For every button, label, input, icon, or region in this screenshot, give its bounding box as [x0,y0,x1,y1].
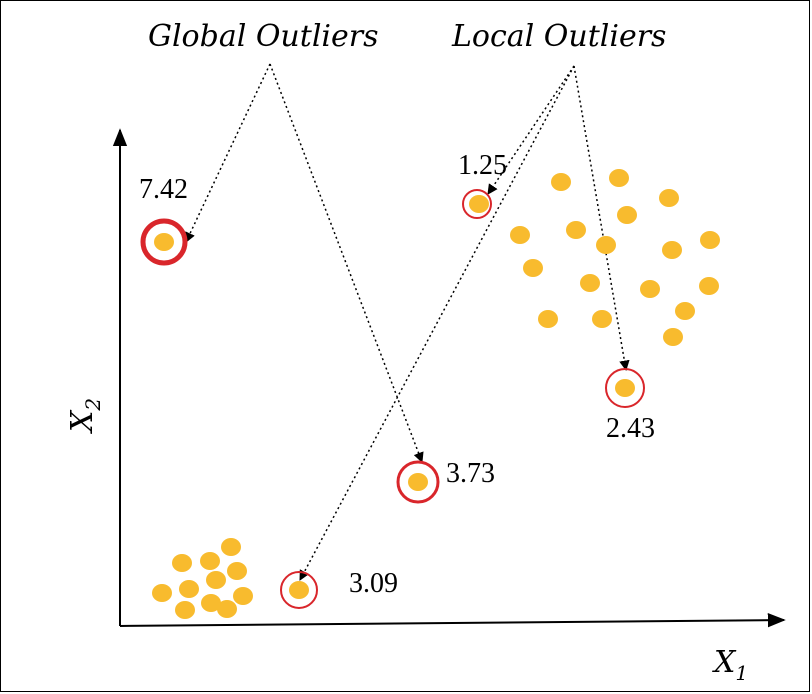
outlier-point-bottom [289,581,309,599]
global-arrow-to-middle [269,63,424,463]
cluster-point [675,302,695,320]
global-arrow-to-top-left [185,63,271,243]
score-bottom-outlier: 3.09 [349,568,398,599]
score-top-left-outlier: 7.42 [139,174,188,205]
cluster-point [580,274,600,292]
x-axis [119,612,786,628]
outlier-ring-near-cluster [462,189,492,219]
cluster-point [609,169,629,187]
x-axis-label: X1 [712,645,748,685]
cluster-point [227,562,247,580]
local-arrow-to-near-cluster [487,65,575,195]
cluster-point [700,231,720,249]
outlier-point-below-cluster [615,379,635,397]
outlier-ring-top-left [140,218,188,266]
cluster-point [175,601,195,619]
cluster-point [551,173,571,191]
cluster-point [640,280,660,298]
y-axis-label: X2 [65,398,105,434]
outlier-ring-middle [396,460,440,504]
cluster-upper-right [510,169,720,346]
cluster-point [663,328,683,346]
cluster-point [592,310,612,328]
cluster-point [206,571,226,589]
cluster-point [201,594,221,612]
score-near-cluster-outlier: 1.25 [458,150,507,181]
cluster-point [659,189,679,207]
cluster-point [596,236,616,254]
local-outliers-label: Local Outliers [451,19,666,54]
local-arrow-to-below-cluster [573,65,630,372]
outlier-ring-bottom [280,571,318,609]
cluster-point [566,221,586,239]
cluster-point [217,600,237,618]
cluster-point [152,584,172,602]
global-outliers-label: Global Outliers [148,19,379,54]
outlier-point-middle [408,473,428,491]
score-middle-outlier: 3.73 [446,458,495,489]
cluster-point [617,206,637,224]
cluster-point [699,277,719,295]
cluster-point [179,580,199,598]
outlier-point-top-left [154,233,174,251]
cluster-point [172,554,192,572]
cluster-point [221,538,241,556]
score-below-cluster-outlier: 2.43 [606,413,655,444]
local-arrow-to-bottom [299,65,575,581]
cluster-point [510,226,530,244]
cluster-point [200,552,220,570]
cluster-point [662,241,682,259]
cluster-lower-left [152,538,253,619]
cluster-point [538,310,558,328]
cluster-point [233,587,253,605]
outlier-point-near-cluster [469,195,489,213]
outlier-ring-below-cluster [605,368,645,408]
cluster-point [523,259,543,277]
